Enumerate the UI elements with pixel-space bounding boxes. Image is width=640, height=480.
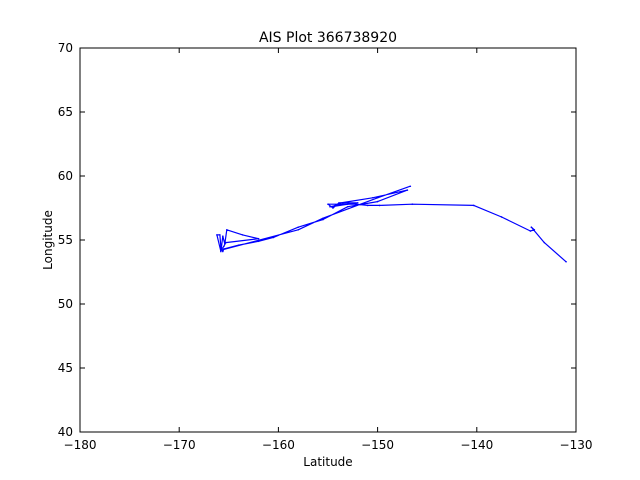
ais-track-point — [219, 234, 221, 236]
ais-track-point — [220, 249, 222, 252]
ais-track-point — [533, 228, 536, 231]
ais-track-point — [257, 237, 260, 240]
y-tick-label: 40 — [58, 425, 73, 439]
ais-track-point — [224, 243, 226, 245]
ais-track-point — [565, 260, 567, 263]
chart-title: AIS Plot 366738920 — [259, 30, 397, 46]
ais-track-point — [223, 245, 225, 248]
ais-track-point — [338, 202, 340, 204]
ais-track-point — [241, 234, 244, 236]
ais-track-point — [332, 207, 334, 209]
data-layer — [216, 185, 567, 263]
x-axis-ticks: −180 −170 −160 −150 −140 −130 — [64, 48, 593, 452]
y-tick-label: 70 — [58, 41, 73, 55]
ais-track-point — [340, 202, 342, 204]
ais-track-point — [322, 218, 324, 221]
ais-track-point — [530, 226, 533, 228]
ais-track-point — [347, 205, 349, 208]
ais-track-point — [376, 196, 379, 199]
ais-track-point — [354, 203, 357, 205]
x-tick-label: −150 — [361, 438, 394, 452]
ais-track-point — [220, 250, 222, 253]
y-tick-label: 65 — [58, 105, 73, 119]
x-axis-label: Latitude — [303, 455, 352, 469]
ais-track-point — [225, 241, 227, 244]
ais-track-point — [371, 196, 374, 199]
ais-track-point — [473, 204, 475, 207]
y-tick-label: 45 — [58, 361, 73, 375]
x-tick-label: −140 — [460, 438, 493, 452]
x-tick-label: −160 — [262, 438, 295, 452]
ais-track-point — [222, 250, 224, 253]
ais-track-point — [223, 248, 225, 250]
x-tick-label: −130 — [560, 438, 593, 452]
ais-track-point — [543, 241, 546, 244]
ais-track-point — [222, 235, 224, 237]
ais-track-point — [347, 203, 349, 205]
ais-track-point — [297, 228, 300, 231]
ais-track-point — [297, 226, 300, 228]
y-tick-label: 55 — [58, 233, 73, 247]
ais-track-point — [329, 205, 331, 208]
x-tick-label: −180 — [64, 438, 97, 452]
ais-track-point — [529, 230, 532, 232]
ais-track-point — [226, 228, 228, 231]
ais-track-point — [322, 217, 324, 220]
ais-track-point — [331, 205, 333, 208]
ais-track-point — [411, 203, 414, 205]
ais-track-point — [376, 200, 379, 203]
ais-track-point — [356, 202, 359, 204]
y-axis-ticks: 40 45 50 55 60 65 70 — [58, 41, 576, 439]
ais-track-point — [378, 204, 381, 207]
ais-track-point — [216, 234, 218, 236]
ais-track-point — [366, 204, 369, 207]
ais-track-point — [327, 203, 329, 205]
ais-track-point — [220, 246, 222, 249]
y-tick-label: 60 — [58, 169, 73, 183]
ais-track-point — [500, 216, 503, 218]
ais-track-point — [342, 203, 344, 205]
y-tick-label: 50 — [58, 297, 73, 311]
ais-track-point — [406, 189, 409, 191]
ais-track-point — [409, 185, 412, 188]
ais-track-point — [237, 244, 240, 246]
ais-track-point — [257, 240, 260, 243]
x-tick-label: −170 — [163, 438, 196, 452]
y-axis-label: Longitude — [41, 210, 55, 270]
ais-track-point — [272, 236, 275, 239]
